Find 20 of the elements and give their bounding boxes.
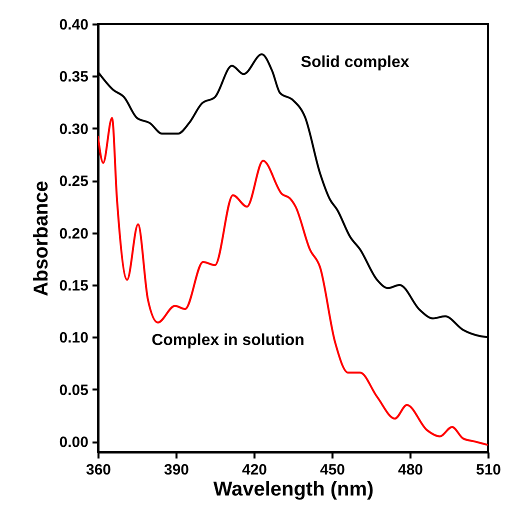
x-tick-label: 480 [398,462,424,478]
y-tick-label: 0.15 [59,277,88,294]
y-tick-label: 0.10 [59,330,88,347]
annotation: Complex in solution [152,332,304,349]
y-tick-label: 0.20 [59,225,88,242]
y-tick-label: 0.35 [59,68,88,86]
y-tick-label: 0.25 [59,173,88,190]
y-axis-title: Absorbance [30,180,52,296]
x-tick-label: 450 [320,462,346,478]
y-tick-label: 0.40 [59,16,88,34]
x-tick-label: 360 [86,462,112,478]
annotation: Solid complex [300,54,410,71]
y-tick-label: 0.05 [59,382,88,399]
y-tick-label: 0.00 [59,434,88,452]
x-tick-label: 390 [164,462,190,478]
y-tick-label: 0.30 [59,120,88,138]
x-tick-label: 420 [242,462,268,478]
x-tick-label: 510 [476,462,502,478]
x-axis-title: Wavelength (nm) [213,478,374,500]
line-series [98,116,488,446]
